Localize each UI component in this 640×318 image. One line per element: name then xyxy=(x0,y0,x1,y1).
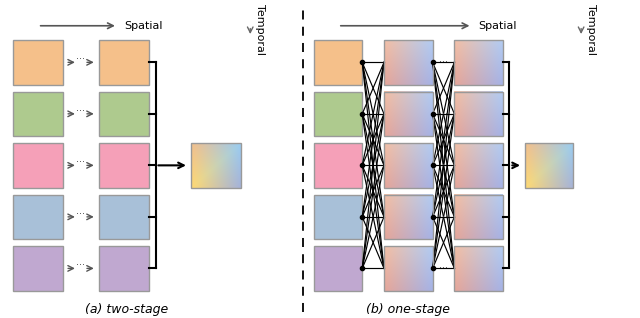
Text: ···: ··· xyxy=(76,54,86,64)
Bar xyxy=(99,143,149,188)
Text: ···: ··· xyxy=(76,209,86,219)
Text: Spatial: Spatial xyxy=(124,21,163,31)
Text: ···: ··· xyxy=(439,263,448,273)
Bar xyxy=(13,40,63,85)
Bar xyxy=(454,92,503,136)
Text: ···: ··· xyxy=(439,160,448,170)
Text: Temporal: Temporal xyxy=(255,4,266,55)
Bar xyxy=(454,195,503,239)
Text: ···: ··· xyxy=(439,212,448,222)
Text: ···: ··· xyxy=(439,109,448,119)
Bar xyxy=(384,40,433,85)
Bar xyxy=(314,246,362,291)
Bar xyxy=(314,195,362,239)
Bar xyxy=(191,143,241,188)
Bar xyxy=(384,92,433,136)
Bar xyxy=(384,195,433,239)
Bar xyxy=(13,246,63,291)
Bar xyxy=(99,92,149,136)
Bar xyxy=(99,195,149,239)
Bar xyxy=(384,246,433,291)
Bar xyxy=(314,92,362,136)
Text: ···: ··· xyxy=(76,157,86,167)
Bar xyxy=(99,246,149,291)
Text: Temporal: Temporal xyxy=(586,4,596,55)
Text: (a) two-stage: (a) two-stage xyxy=(85,303,168,316)
Bar xyxy=(454,143,503,188)
Bar xyxy=(13,143,63,188)
Bar xyxy=(454,246,503,291)
Bar xyxy=(314,143,362,188)
Bar xyxy=(13,92,63,136)
Bar xyxy=(454,40,503,85)
Text: Spatial: Spatial xyxy=(479,21,517,31)
Bar xyxy=(13,195,63,239)
Bar xyxy=(384,143,433,188)
Text: ···: ··· xyxy=(76,260,86,270)
Text: (b) one-stage: (b) one-stage xyxy=(366,303,451,316)
Bar xyxy=(99,40,149,85)
Text: ···: ··· xyxy=(439,57,448,67)
Bar xyxy=(525,143,573,188)
Text: ···: ··· xyxy=(76,106,86,116)
Bar xyxy=(314,40,362,85)
